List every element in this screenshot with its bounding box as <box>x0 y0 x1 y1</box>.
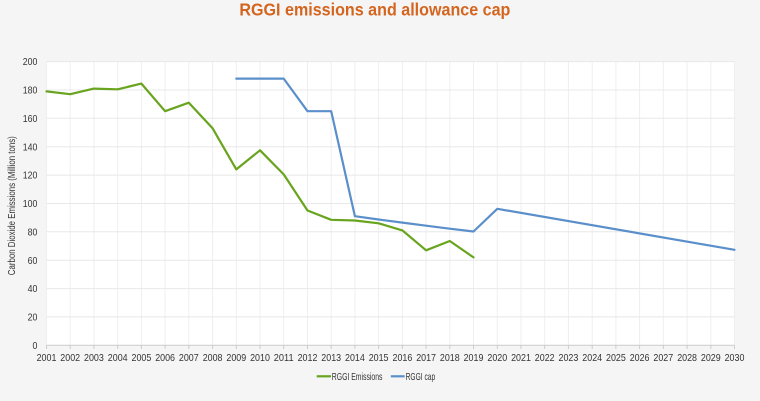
svg-text:2004: 2004 <box>108 352 128 364</box>
svg-text:2014: 2014 <box>345 352 365 364</box>
svg-text:120: 120 <box>23 170 38 182</box>
svg-text:2002: 2002 <box>60 352 80 364</box>
svg-text:180: 180 <box>23 85 38 97</box>
svg-text:2020: 2020 <box>487 352 507 364</box>
svg-text:2001: 2001 <box>37 352 57 364</box>
svg-text:2019: 2019 <box>464 352 484 364</box>
svg-text:Carbon Dioxide Emissions (Mill: Carbon Dioxide Emissions (Million tons) <box>7 136 18 275</box>
svg-text:RGGI emissions and allowance c: RGGI emissions and allowance cap <box>239 0 510 20</box>
svg-text:2010: 2010 <box>250 352 270 364</box>
svg-text:2015: 2015 <box>369 352 389 364</box>
svg-text:2006: 2006 <box>155 352 175 364</box>
svg-text:2007: 2007 <box>179 352 199 364</box>
svg-text:2018: 2018 <box>440 352 460 364</box>
svg-text:2023: 2023 <box>559 352 579 364</box>
svg-text:2029: 2029 <box>701 352 721 364</box>
svg-text:2012: 2012 <box>298 352 318 364</box>
svg-text:140: 140 <box>23 141 38 153</box>
svg-text:2008: 2008 <box>203 352 223 364</box>
svg-text:40: 40 <box>28 283 38 295</box>
svg-text:2005: 2005 <box>132 352 152 364</box>
svg-text:RGGI Emissions: RGGI Emissions <box>332 371 383 383</box>
svg-text:2016: 2016 <box>393 352 413 364</box>
svg-text:160: 160 <box>23 113 38 125</box>
svg-text:2028: 2028 <box>677 352 697 364</box>
svg-text:2011: 2011 <box>274 352 294 364</box>
svg-text:0: 0 <box>33 340 38 352</box>
svg-text:2030: 2030 <box>725 352 745 364</box>
svg-text:2021: 2021 <box>511 352 531 364</box>
svg-text:2022: 2022 <box>535 352 555 364</box>
svg-text:200: 200 <box>23 56 38 68</box>
svg-text:20: 20 <box>28 312 38 324</box>
svg-text:2017: 2017 <box>416 352 436 364</box>
svg-text:2003: 2003 <box>84 352 104 364</box>
svg-text:2013: 2013 <box>321 352 341 364</box>
svg-text:100: 100 <box>23 198 38 210</box>
svg-text:2009: 2009 <box>226 352 246 364</box>
svg-text:2027: 2027 <box>653 352 673 364</box>
svg-text:RGGI cap: RGGI cap <box>406 371 436 383</box>
svg-text:80: 80 <box>28 226 38 238</box>
svg-text:60: 60 <box>28 255 38 267</box>
svg-text:2024: 2024 <box>582 352 602 364</box>
svg-text:2025: 2025 <box>606 352 626 364</box>
svg-text:2026: 2026 <box>630 352 650 364</box>
